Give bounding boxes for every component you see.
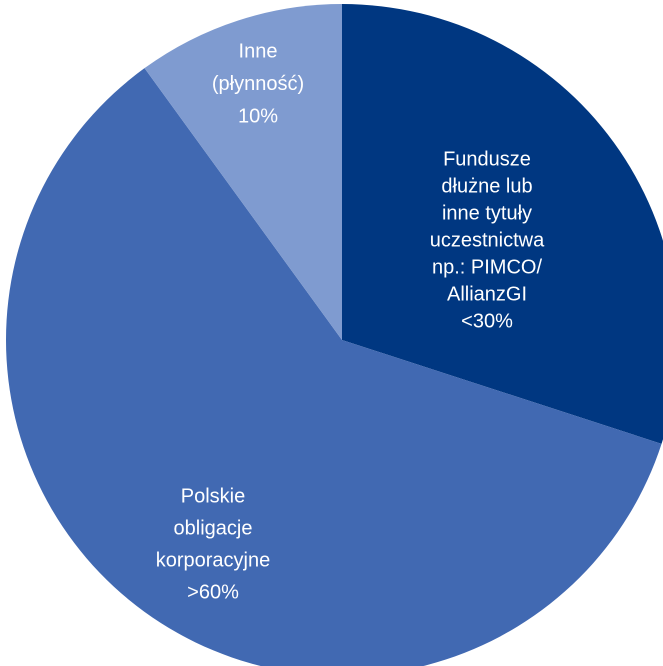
- pie-slice: [6, 68, 662, 666]
- slice-label: Inne: [239, 40, 278, 62]
- value-label: >60%: [187, 581, 239, 603]
- pie-slice: [144, 4, 342, 340]
- slice-label: (płynność): [212, 73, 304, 95]
- slice-label: Polskie: [181, 485, 245, 507]
- slice-label: dłużne lub: [441, 175, 532, 197]
- slice-label: korporacyjne: [156, 549, 271, 571]
- value-label: 10%: [238, 105, 278, 127]
- slice-label: np.: PIMCO/: [432, 256, 542, 278]
- pie-slice: [342, 4, 663, 444]
- slice-label: obligacje: [174, 517, 253, 539]
- slice-label: AllianzGI: [447, 283, 527, 305]
- slice-label: uczestnictwa: [430, 229, 545, 251]
- value-label: <30%: [461, 310, 513, 332]
- slice-label: Fundusze: [443, 148, 531, 170]
- slice-label: inne tytuły: [442, 202, 532, 224]
